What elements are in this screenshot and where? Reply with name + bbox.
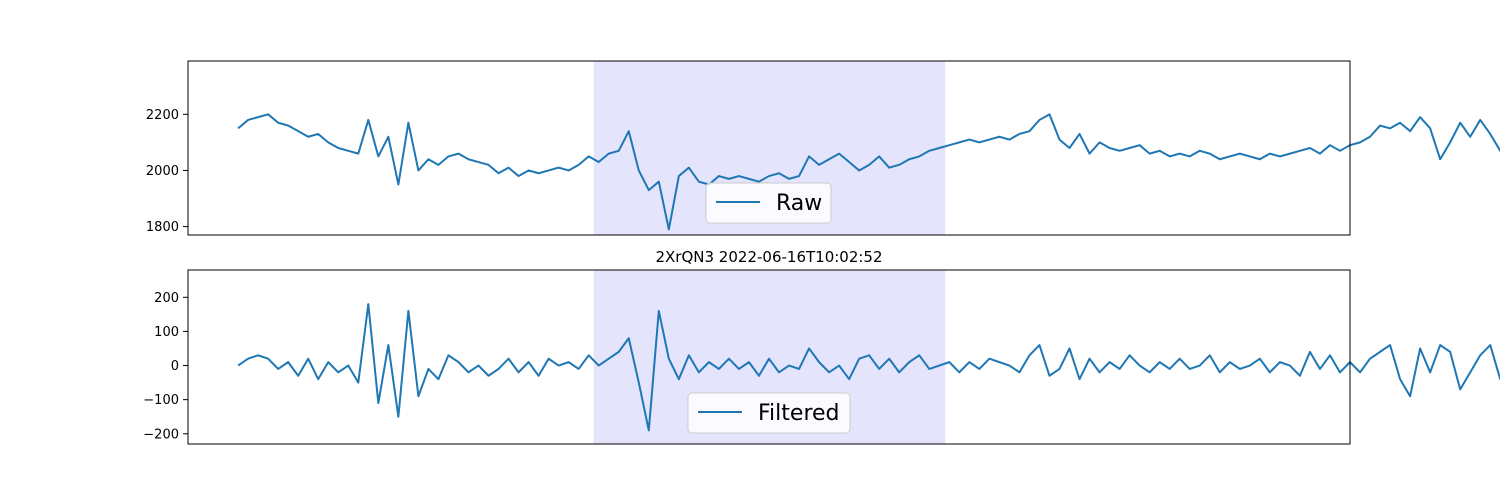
- y-tick-label: 0: [171, 359, 179, 374]
- filtered-series-line: [237, 303, 1500, 432]
- filtered-legend-label: Filtered: [758, 401, 840, 426]
- raw-legend: Raw: [705, 182, 832, 224]
- y-tick-label: 1800: [146, 220, 179, 235]
- raw-legend-label: Raw: [776, 191, 822, 216]
- y-tick-label: 2200: [146, 108, 179, 123]
- filtered-axes-frame: [187, 269, 1351, 445]
- y-tick-label: −100: [143, 393, 179, 408]
- raw-y-ticks: 1800 2000 2200: [146, 108, 188, 235]
- figure-title: 2XrQN3 2022-06-16T10:02:52: [655, 248, 882, 266]
- y-tick-label: 2000: [146, 164, 179, 179]
- raw-panel: 1800 2000 2200 Raw: [146, 60, 1500, 236]
- filtered-panel: −200 −100 0 100 200 Filtered: [143, 269, 1500, 445]
- y-tick-label: 200: [154, 291, 179, 306]
- y-tick-label: −200: [143, 427, 179, 442]
- y-tick-label: 100: [154, 325, 179, 340]
- filtered-legend: Filtered: [687, 392, 851, 434]
- raw-legend-box: [705, 182, 832, 224]
- raw-series-line: [237, 113, 1500, 231]
- filtered-legend-box: [687, 392, 851, 434]
- raw-axes-frame: [187, 60, 1351, 236]
- filtered-y-ticks: −200 −100 0 100 200: [143, 291, 188, 442]
